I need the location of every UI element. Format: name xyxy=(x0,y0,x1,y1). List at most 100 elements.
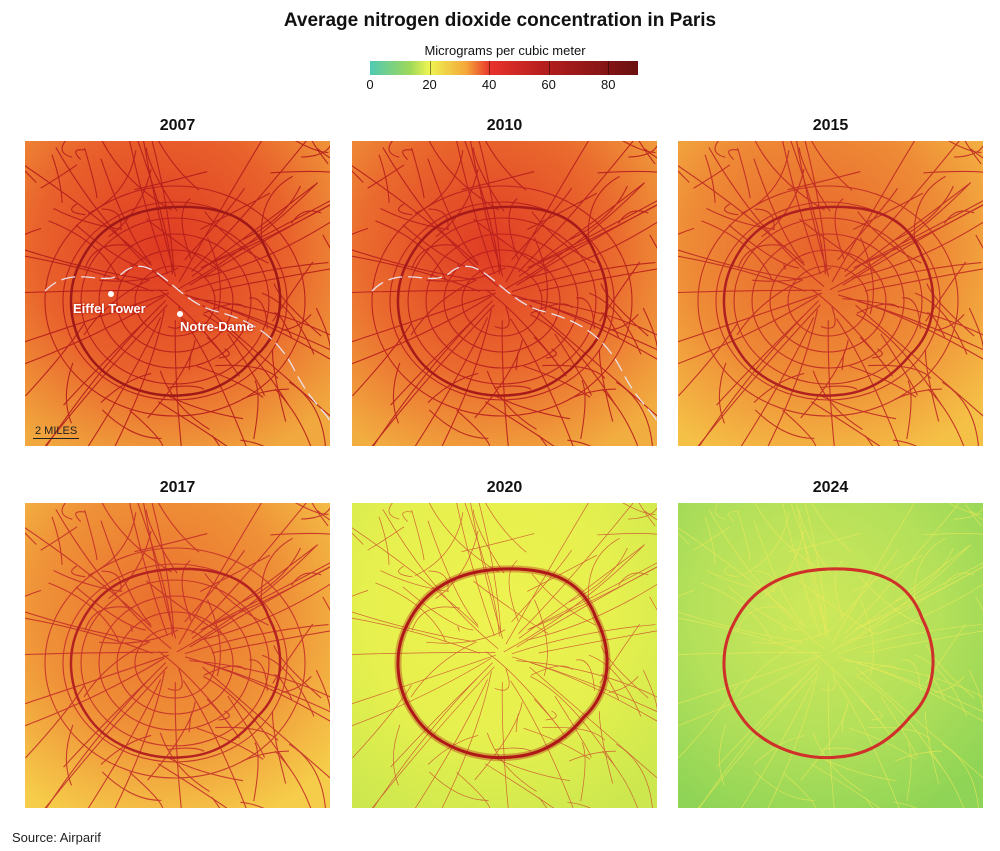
road xyxy=(288,743,326,808)
road xyxy=(587,538,620,606)
road xyxy=(644,510,657,521)
seine-river xyxy=(371,265,657,422)
road xyxy=(75,586,147,631)
road xyxy=(751,233,905,369)
road xyxy=(975,234,983,249)
road xyxy=(25,654,169,705)
road xyxy=(494,668,510,691)
road xyxy=(829,544,971,653)
road xyxy=(716,316,804,406)
chart-title: Average nitrogen dioxide concentration i… xyxy=(283,10,717,31)
road xyxy=(530,303,574,314)
road xyxy=(837,549,898,623)
road xyxy=(378,516,390,565)
road xyxy=(474,701,523,781)
road xyxy=(428,503,499,573)
road xyxy=(842,204,983,286)
road xyxy=(796,141,830,277)
road xyxy=(510,680,574,808)
road xyxy=(527,554,597,592)
road xyxy=(75,224,147,269)
road xyxy=(704,154,716,203)
road xyxy=(143,503,177,639)
road xyxy=(48,582,120,643)
road xyxy=(443,249,561,353)
road xyxy=(642,669,657,711)
road xyxy=(693,526,731,551)
road xyxy=(281,313,312,331)
road xyxy=(530,665,573,676)
road xyxy=(147,701,196,781)
road xyxy=(864,797,874,808)
road xyxy=(143,141,177,277)
road xyxy=(715,201,941,401)
road xyxy=(456,771,491,808)
road xyxy=(428,570,449,592)
road xyxy=(529,304,657,417)
road xyxy=(728,511,739,522)
road xyxy=(87,317,162,446)
map-panel-2007: Eiffel Tower Notre-Dame 2 MILES xyxy=(25,141,330,446)
road xyxy=(145,509,178,574)
road xyxy=(811,763,881,808)
road xyxy=(526,583,657,641)
road xyxy=(941,381,979,446)
road xyxy=(906,380,912,440)
road xyxy=(165,394,244,420)
road xyxy=(678,292,822,343)
road xyxy=(380,208,449,230)
road xyxy=(736,642,802,698)
road xyxy=(927,750,965,808)
road xyxy=(678,170,690,183)
road xyxy=(841,713,846,733)
road xyxy=(902,297,921,329)
road xyxy=(964,141,982,165)
road xyxy=(291,572,322,586)
road xyxy=(678,165,805,266)
road xyxy=(40,526,78,551)
road xyxy=(200,192,271,230)
eiffel-tower-label: Eiffel Tower xyxy=(73,301,146,316)
road xyxy=(856,303,900,314)
road xyxy=(944,572,975,586)
road xyxy=(678,249,804,281)
road xyxy=(970,510,983,521)
road xyxy=(811,141,853,191)
road xyxy=(101,141,172,211)
road xyxy=(906,742,912,802)
road xyxy=(189,204,330,286)
road xyxy=(804,503,828,634)
road xyxy=(315,669,330,715)
road xyxy=(375,220,447,281)
road xyxy=(754,409,815,439)
road xyxy=(754,141,825,211)
road xyxy=(753,520,805,626)
road xyxy=(855,666,983,779)
road xyxy=(71,565,86,578)
no2-map xyxy=(352,141,657,446)
road xyxy=(281,675,312,693)
road xyxy=(393,724,401,786)
road xyxy=(678,590,695,597)
legend-tick-label: 60 xyxy=(541,77,556,92)
road xyxy=(728,224,800,269)
road xyxy=(737,510,751,561)
road xyxy=(787,533,861,553)
road xyxy=(853,566,983,631)
road xyxy=(274,388,312,446)
road xyxy=(597,533,657,536)
road xyxy=(528,562,657,630)
road xyxy=(516,566,657,648)
road xyxy=(398,203,413,216)
road xyxy=(678,654,822,705)
road xyxy=(272,261,314,322)
road xyxy=(642,307,657,353)
road xyxy=(130,626,133,632)
road xyxy=(80,579,270,747)
road xyxy=(98,233,252,369)
no2-map xyxy=(678,503,983,808)
road xyxy=(486,370,537,430)
road xyxy=(415,679,488,808)
road xyxy=(708,509,825,650)
road xyxy=(382,509,499,650)
